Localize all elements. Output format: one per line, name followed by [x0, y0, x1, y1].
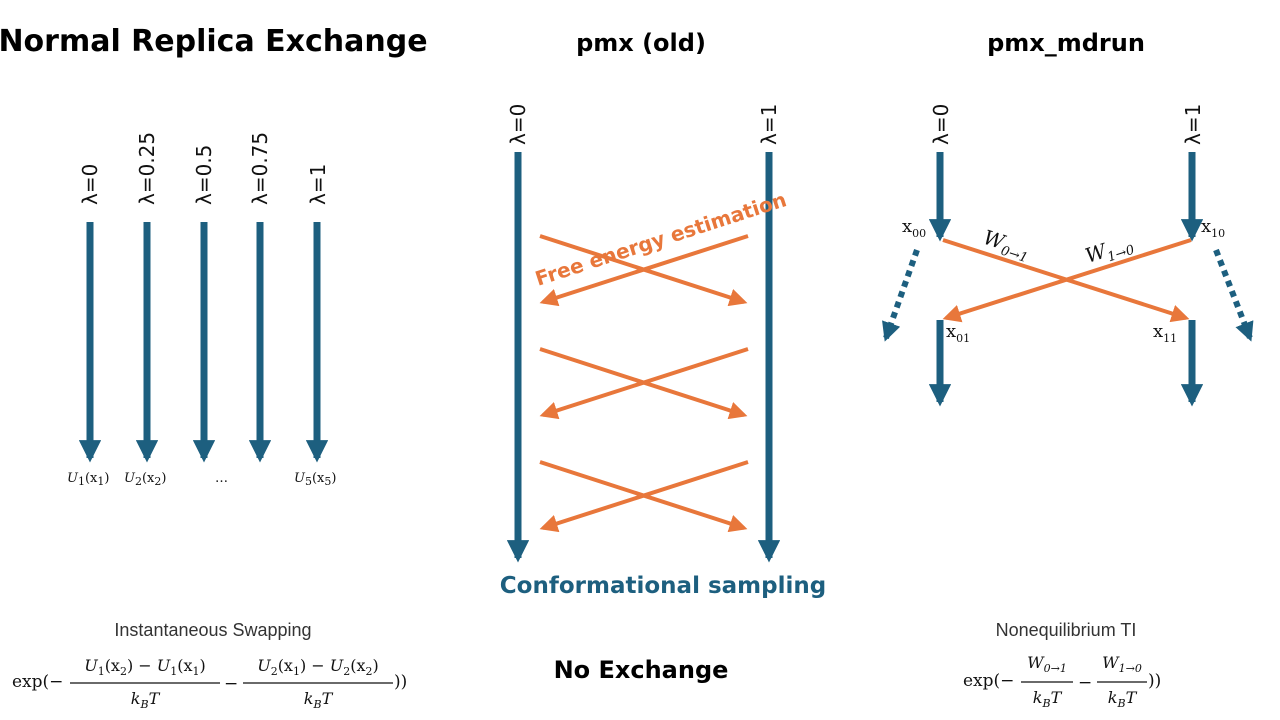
formula3-denominator-1: kBT	[1033, 688, 1063, 710]
formula1-denominator-2: kBT	[304, 689, 334, 711]
transition-arrow-1b	[539, 234, 749, 307]
work-arrow-reverse	[942, 238, 1192, 323]
panel1-lambda-1: λ=1	[306, 164, 330, 205]
transition-arrow-2b	[539, 347, 749, 420]
formula1-numerator-2: U2(x1) − U2(x2)	[257, 656, 379, 678]
work-label-forward: W0→1	[979, 225, 1033, 266]
panel3-title: pmx_mdrun	[987, 29, 1145, 57]
energy-label-ellipsis: …	[215, 471, 228, 486]
formula3-suffix: ))	[1148, 671, 1161, 691]
panel2-caption: No Exchange	[554, 656, 729, 684]
panel1-lambda-075: λ=0.75	[248, 132, 272, 205]
panel1-lambda-0: λ=0	[78, 164, 102, 205]
panel2-lambda-1: λ=1	[757, 104, 781, 145]
state-label-x00: x00	[902, 216, 926, 240]
formula1-numerator-1: U1(x2) − U1(x1)	[84, 656, 206, 678]
panel1-formula: exp(− U1(x2) − U1(x1) kBT − U2(x1) − U2(…	[12, 656, 407, 711]
formula3-prefix: exp(−	[963, 671, 1014, 691]
panel1-caption: Instantaneous Swapping	[114, 620, 311, 640]
panel3-caption: Nonequilibrium TI	[996, 620, 1137, 640]
work-label-reverse: W1→0	[1082, 230, 1136, 271]
state-label-x01: x01	[946, 321, 970, 345]
energy-label-u5: U5(x5)	[294, 471, 336, 488]
dotted-arrow-right	[1213, 248, 1254, 342]
energy-label-u1: U1(x1)	[67, 471, 109, 488]
formula1-minus: −	[224, 674, 238, 694]
panel1-title: Normal Replica Exchange	[0, 24, 428, 59]
panel-pmx-old: pmx (old) λ=0 λ=1 Free energy estimation…	[500, 29, 826, 684]
formula1-denominator-1: kBT	[131, 689, 161, 711]
formula3-denominator-2: kBT	[1108, 688, 1138, 710]
panel3-lambda-0: λ=0	[929, 104, 953, 145]
panel-pmx-mdrun: pmx_mdrun λ=0 λ=1 x00 x10 x01 x11 W0→1 W…	[882, 29, 1254, 710]
panel1-lambda-025: λ=0.25	[135, 132, 159, 205]
conformational-sampling-label: Conformational sampling	[500, 573, 826, 599]
transition-arrow-3b	[539, 460, 749, 533]
panel1-lambda-05: λ=0.5	[192, 145, 216, 205]
formula3-numerator-2: W1→0	[1102, 653, 1142, 675]
panel2-title: pmx (old)	[576, 29, 706, 57]
formula1-prefix: exp(−	[12, 672, 63, 692]
formula3-numerator-1: W0→1	[1027, 653, 1067, 675]
panel-normal-replica-exchange: Normal Replica Exchange λ=0 λ=0.25 λ=0.5…	[0, 24, 428, 711]
formula1-suffix: ))	[394, 672, 407, 692]
formula3-minus: −	[1078, 673, 1092, 693]
panel3-lambda-1: λ=1	[1181, 104, 1205, 145]
state-label-x10: x10	[1201, 216, 1225, 240]
panel3-formula: exp(− W0→1 kBT − W1→0 kBT ))	[963, 653, 1161, 710]
panel2-lambda-0: λ=0	[506, 104, 530, 145]
energy-label-u2: U2(x2)	[124, 471, 166, 488]
dotted-arrow-left	[882, 249, 920, 342]
state-label-x11: x11	[1153, 321, 1177, 345]
